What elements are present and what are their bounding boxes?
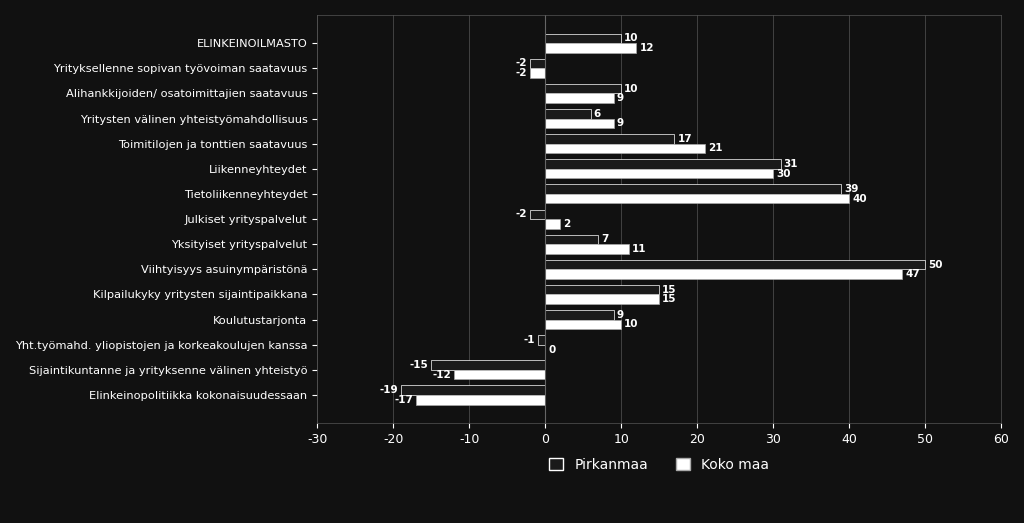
Text: 17: 17: [678, 134, 692, 144]
Bar: [545, 169, 773, 178]
Text: 10: 10: [625, 33, 639, 43]
Bar: [545, 109, 591, 119]
Text: 47: 47: [905, 269, 921, 279]
Text: 10: 10: [625, 320, 639, 329]
Bar: [545, 119, 613, 128]
Bar: [431, 360, 545, 370]
Bar: [545, 33, 622, 43]
Bar: [545, 260, 925, 269]
Text: 10: 10: [625, 84, 639, 94]
Text: 9: 9: [616, 93, 624, 103]
Bar: [545, 269, 902, 279]
Bar: [545, 144, 705, 153]
Text: 9: 9: [616, 310, 624, 320]
Text: -12: -12: [432, 370, 451, 380]
Text: 30: 30: [776, 168, 791, 178]
Text: 6: 6: [594, 109, 601, 119]
Text: 50: 50: [928, 259, 943, 269]
Text: 9: 9: [616, 118, 624, 128]
Bar: [545, 244, 629, 254]
Bar: [545, 219, 560, 229]
Legend: Pirkanmaa, Koko maa: Pirkanmaa, Koko maa: [544, 452, 774, 477]
Bar: [545, 194, 849, 203]
Bar: [530, 68, 545, 78]
Bar: [545, 185, 842, 194]
Text: 0: 0: [548, 345, 555, 355]
Bar: [400, 385, 545, 395]
Bar: [545, 134, 675, 144]
Text: -17: -17: [394, 395, 413, 405]
Text: -15: -15: [410, 360, 428, 370]
Bar: [545, 310, 613, 320]
Text: 21: 21: [708, 143, 722, 153]
Bar: [530, 210, 545, 219]
Text: -1: -1: [523, 335, 535, 345]
Text: 40: 40: [852, 194, 866, 204]
Text: 39: 39: [845, 184, 859, 194]
Text: -2: -2: [515, 209, 527, 219]
Bar: [545, 159, 780, 169]
Bar: [545, 285, 659, 294]
Text: 15: 15: [663, 285, 677, 295]
Text: 31: 31: [783, 159, 799, 169]
Text: 12: 12: [639, 43, 654, 53]
Text: -2: -2: [515, 59, 527, 69]
Bar: [545, 320, 622, 329]
Text: 15: 15: [663, 294, 677, 304]
Bar: [545, 43, 636, 53]
Bar: [454, 370, 545, 380]
Bar: [545, 294, 659, 304]
Text: 2: 2: [563, 219, 570, 229]
Bar: [545, 84, 622, 94]
Text: 7: 7: [601, 234, 609, 244]
Text: -19: -19: [379, 385, 397, 395]
Text: 11: 11: [632, 244, 646, 254]
Bar: [416, 395, 545, 405]
Bar: [530, 59, 545, 68]
Bar: [545, 94, 613, 103]
Bar: [545, 235, 598, 244]
Bar: [538, 335, 545, 345]
Text: -2: -2: [515, 68, 527, 78]
